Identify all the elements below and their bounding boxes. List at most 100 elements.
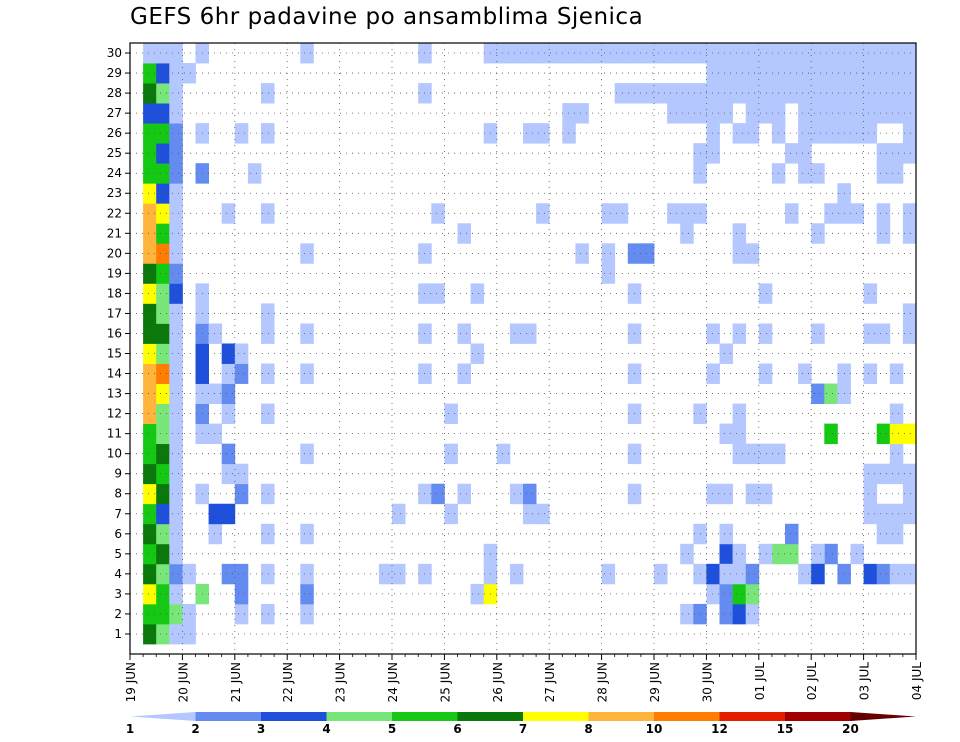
- heatmap-cell: [156, 583, 170, 605]
- heatmap-cell: [300, 443, 314, 465]
- heatmap-cell: [680, 83, 694, 104]
- heatmap-cell: [169, 563, 183, 585]
- heatmap-cell: [536, 203, 550, 224]
- heatmap-cell: [719, 43, 733, 64]
- heatmap-cell: [876, 163, 891, 184]
- heatmap-cell: [169, 163, 183, 184]
- heatmap-cell: [509, 483, 524, 505]
- heatmap-cell: [261, 403, 275, 425]
- heatmap-cell: [719, 423, 733, 445]
- heatmap-cell: [863, 103, 878, 124]
- heatmap-cell: [300, 243, 314, 264]
- y-tick-label: 30: [107, 46, 122, 60]
- heatmap-cell: [667, 103, 681, 124]
- x-tick-label: 01 JUL: [753, 662, 767, 700]
- heatmap-cell: [758, 543, 773, 565]
- heatmap-cell: [156, 423, 170, 445]
- heatmap-cell: [392, 563, 406, 585]
- heatmap-cell: [758, 443, 773, 465]
- heatmap-cell: [785, 63, 799, 84]
- y-tick-label: 1: [114, 627, 122, 641]
- heatmap-cell: [156, 443, 170, 465]
- heatmap-cell: [601, 203, 616, 224]
- x-tick-label: 19 JUN: [124, 662, 138, 702]
- heatmap-cell: [143, 563, 157, 585]
- colorbar-label: 15: [777, 722, 794, 736]
- heatmap-cell: [798, 143, 812, 164]
- heatmap-cell: [824, 43, 838, 64]
- heatmap-cell: [745, 603, 760, 625]
- heatmap-cell: [706, 563, 720, 585]
- heatmap-cell: [221, 203, 236, 224]
- heatmap-cell: [902, 483, 917, 505]
- y-tick-label: 20: [107, 246, 122, 260]
- y-tick-label: 14: [107, 367, 122, 381]
- heatmap-cell: [667, 43, 681, 64]
- heatmap-cell: [300, 523, 314, 545]
- heatmap-cell: [811, 63, 825, 84]
- heatmap-cell: [850, 103, 864, 124]
- heatmap-cell: [156, 63, 170, 84]
- colorbar-label: 2: [191, 722, 199, 736]
- colorbar-swatch: [326, 712, 393, 721]
- heatmap-cell: [889, 563, 904, 585]
- heatmap-cell: [601, 43, 616, 64]
- heatmap-cell: [758, 103, 773, 124]
- heatmap-cell: [902, 43, 917, 64]
- heatmap-cell: [143, 423, 157, 445]
- x-tick-label: 30 JUN: [700, 662, 714, 702]
- heatmap-cell: [143, 43, 157, 64]
- colorbar-swatch: [457, 712, 524, 721]
- heatmap-cell: [863, 63, 878, 84]
- heatmap-cell: [706, 103, 720, 124]
- heatmap-cell: [562, 103, 576, 124]
- heatmap-cell: [732, 243, 747, 264]
- heatmap-cell: [300, 43, 314, 64]
- heatmap-cell: [863, 463, 878, 485]
- y-tick-label: 2: [114, 607, 122, 621]
- heatmap-cell: [169, 443, 183, 465]
- heatmap-cell: [156, 223, 170, 244]
- colorbar-swatch: [261, 712, 327, 721]
- heatmap-cell: [732, 563, 747, 585]
- colorbar-swatch: [785, 712, 851, 721]
- heatmap-cell: [208, 423, 223, 445]
- heatmap-cell: [732, 123, 747, 144]
- heatmap-cell: [902, 103, 917, 124]
- heatmap-cell: [182, 63, 196, 84]
- heatmap-cell: [680, 223, 694, 244]
- colorbar-label: 20: [842, 722, 859, 736]
- heatmap-cell: [758, 43, 773, 64]
- heatmap-cell: [234, 563, 249, 585]
- heatmap-cell: [706, 63, 720, 84]
- heatmap-cell: [798, 63, 812, 84]
- heatmap-cell: [732, 323, 747, 344]
- heatmap-cell: [863, 123, 878, 144]
- heatmap-cell: [811, 83, 825, 104]
- heatmap-cell: [221, 463, 236, 485]
- heatmap-cell: [470, 283, 485, 304]
- heatmap-cell: [850, 63, 864, 84]
- heatmap-cell: [758, 63, 773, 84]
- heatmap-cell: [169, 223, 183, 244]
- heatmap-cell: [719, 83, 733, 104]
- heatmap-cell: [798, 163, 812, 184]
- heatmap-cell: [156, 183, 170, 204]
- heatmap-cell: [182, 603, 196, 625]
- colorbar-label: 5: [388, 722, 396, 736]
- colorbar-label: 4: [322, 722, 330, 736]
- y-tick-label: 17: [107, 306, 122, 320]
- y-tick-label: 10: [107, 447, 122, 461]
- heatmap-cell: [811, 543, 825, 565]
- heatmap-cell: [143, 483, 157, 505]
- heatmap-cell: [169, 463, 183, 485]
- y-tick-label: 21: [107, 226, 122, 240]
- heatmap-cell: [680, 603, 694, 625]
- chart-title: GEFS 6hr padavine po ansamblima Sjenica: [130, 4, 644, 30]
- heatmap-cell: [523, 43, 537, 64]
- y-tick-label: 19: [107, 266, 122, 280]
- heatmap-cell: [706, 83, 720, 104]
- heatmap-cell: [234, 343, 249, 364]
- heatmap-cell: [143, 523, 157, 545]
- y-tick-label: 13: [107, 387, 122, 401]
